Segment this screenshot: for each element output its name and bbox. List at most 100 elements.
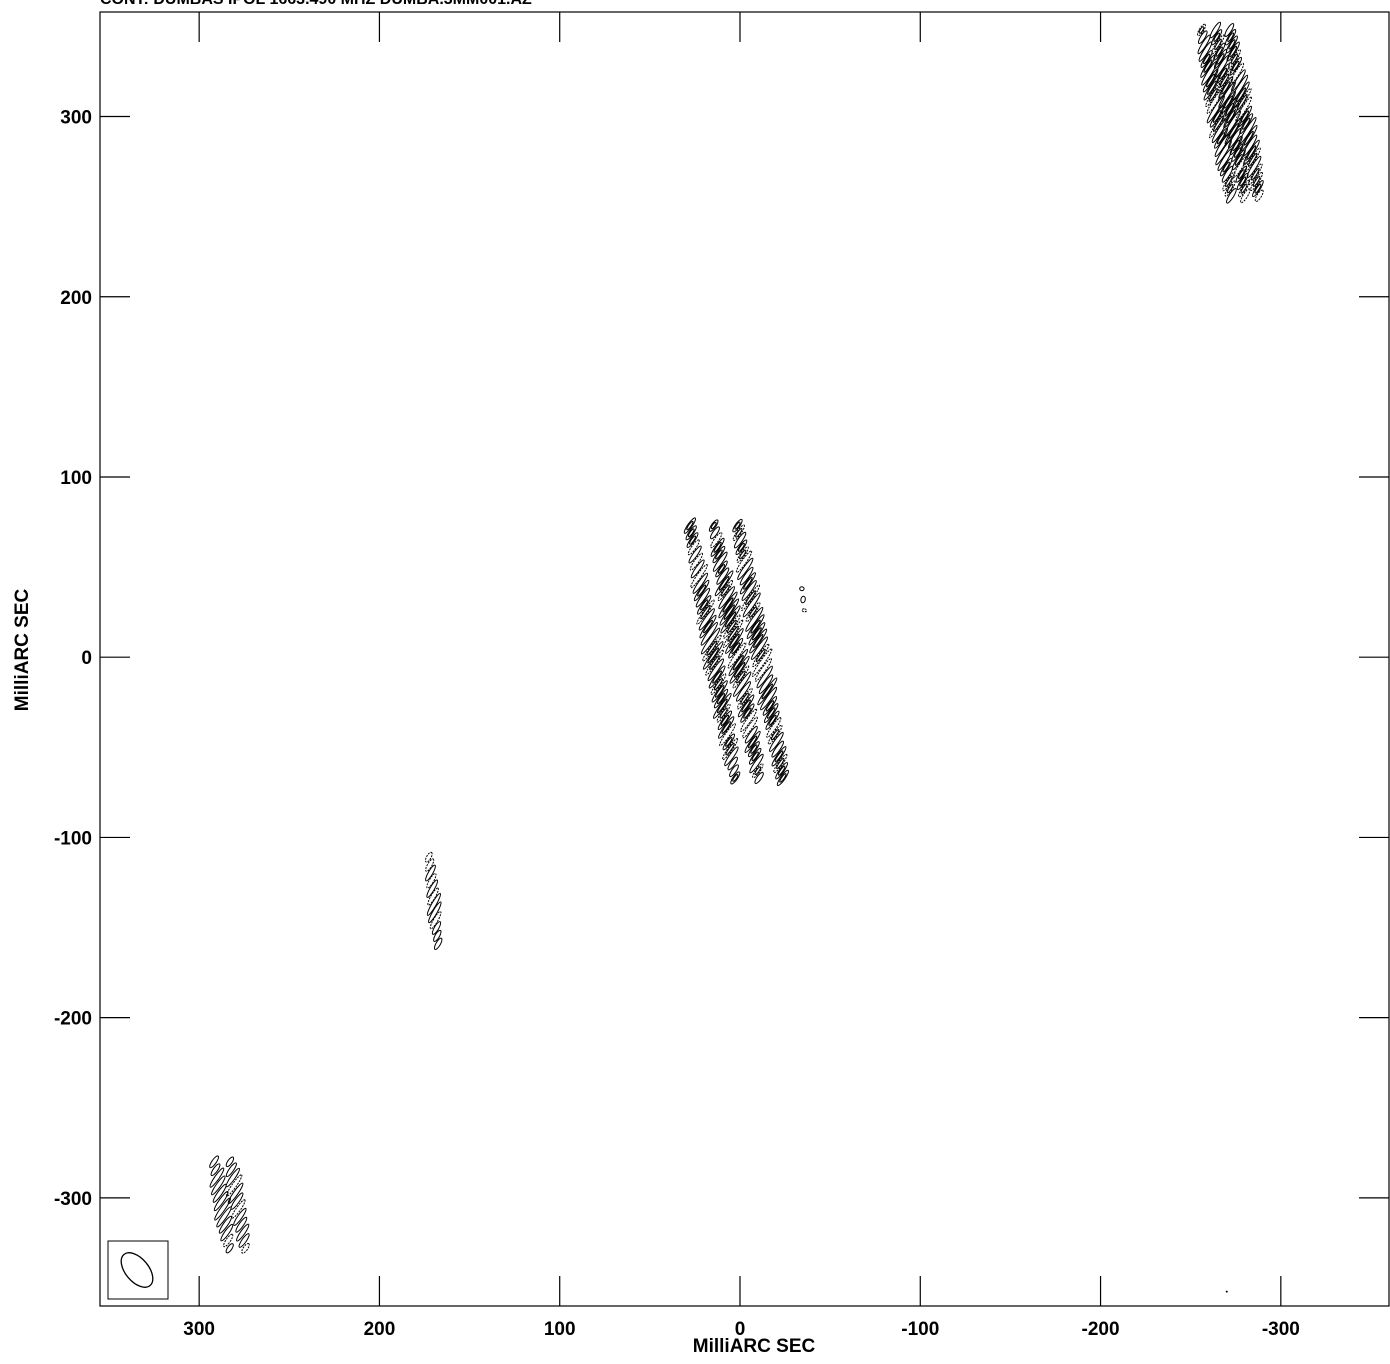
contour-line (725, 742, 735, 756)
contour-line (707, 658, 725, 682)
contour-line (718, 591, 738, 619)
contour-line (729, 633, 740, 649)
contour-line (720, 714, 730, 726)
contour-line (1213, 42, 1226, 61)
contour-line (1225, 35, 1238, 54)
contour-line (779, 773, 787, 783)
contour-line (433, 929, 442, 942)
contour-line (731, 642, 741, 655)
contour-line (741, 699, 751, 713)
contour-line (715, 549, 723, 560)
contour-line (702, 641, 724, 670)
contour-line (1216, 63, 1230, 84)
contour-source (683, 517, 789, 787)
contour-line (752, 627, 762, 641)
contour-line (725, 737, 733, 747)
contour-source (1197, 21, 1264, 204)
contour-line (1214, 38, 1222, 51)
contour-line (732, 518, 743, 533)
contour-line (230, 1192, 244, 1210)
contour-line (710, 526, 720, 540)
contour-line (1224, 28, 1237, 46)
contour-line (683, 517, 697, 534)
contour-line (716, 693, 726, 705)
contour-line (226, 1174, 243, 1197)
contour-line (733, 661, 746, 678)
contour-line (1237, 169, 1245, 180)
contour-line (697, 595, 712, 615)
plot-title: CONT: DUMBAS IPOL 1663.490 MHZ DUMBA.3MM… (100, 0, 532, 9)
contour-line (1242, 134, 1258, 157)
contour-line (1211, 29, 1223, 46)
contour-line (766, 717, 782, 738)
contour-source (424, 851, 443, 950)
contour-line (711, 680, 728, 703)
contour-line (742, 592, 761, 618)
contour-line (744, 730, 761, 753)
contour-line (424, 851, 433, 863)
y-tick-label: 0 (81, 648, 92, 669)
contour-layer (209, 21, 1264, 1293)
contour-line (1240, 183, 1248, 194)
y-tick-label: 100 (60, 468, 92, 489)
contour-line (714, 570, 734, 597)
contour-line (719, 723, 736, 747)
contour-line (745, 606, 764, 632)
contour-line (1208, 88, 1218, 102)
contour-line (718, 586, 736, 610)
contour-line (225, 1243, 234, 1254)
contour-line (236, 1223, 250, 1242)
contour-line (736, 670, 746, 684)
contour-line (713, 541, 722, 553)
beam-box-frame (107, 1240, 169, 1300)
contour-line (1236, 94, 1248, 111)
contour-line (695, 587, 711, 608)
contour-line (688, 535, 697, 545)
contour-line (737, 542, 745, 552)
contour-line (1238, 179, 1250, 198)
contour-line (1222, 161, 1230, 173)
contour-line (1207, 80, 1217, 95)
contour-line (433, 937, 443, 950)
contour-line (723, 614, 741, 639)
contour-line (1240, 110, 1250, 123)
contour-line (729, 764, 739, 778)
contour-line (722, 733, 736, 751)
contour-line (716, 567, 730, 585)
contour-line (211, 1175, 226, 1196)
contour-line (1224, 23, 1235, 37)
contour-line (737, 557, 754, 581)
contour-line (765, 710, 780, 730)
contour-line (708, 665, 726, 689)
contour-line (743, 576, 753, 590)
contour-line (748, 606, 758, 618)
contour-line (710, 521, 717, 530)
contour-line (1232, 60, 1240, 72)
contour-line (428, 901, 442, 924)
contour-line (770, 728, 780, 741)
x-tick-label: 100 (544, 1319, 576, 1340)
beam-inset (107, 1240, 169, 1300)
contour-line (710, 537, 725, 557)
contour-line (1219, 67, 1228, 80)
contour-line (755, 648, 766, 663)
contour-line (1224, 180, 1236, 197)
contour-line (707, 647, 720, 664)
contour-line (1223, 110, 1242, 138)
contour-line (742, 716, 758, 739)
contour-line (431, 921, 442, 935)
contour-line (739, 566, 754, 586)
axis-ticks (100, 12, 1389, 1306)
contour-line (1244, 147, 1261, 173)
contour-line (768, 714, 777, 726)
contour-line (1224, 175, 1233, 188)
contour-line (713, 677, 723, 691)
contour-line (720, 605, 741, 634)
contour-line (757, 677, 778, 706)
y-tick-label: -200 (54, 1009, 92, 1030)
contour-line (1239, 176, 1247, 187)
contour-line (685, 525, 697, 541)
contour-line (754, 771, 764, 784)
contour-line (724, 746, 739, 767)
contour-line (687, 539, 700, 556)
